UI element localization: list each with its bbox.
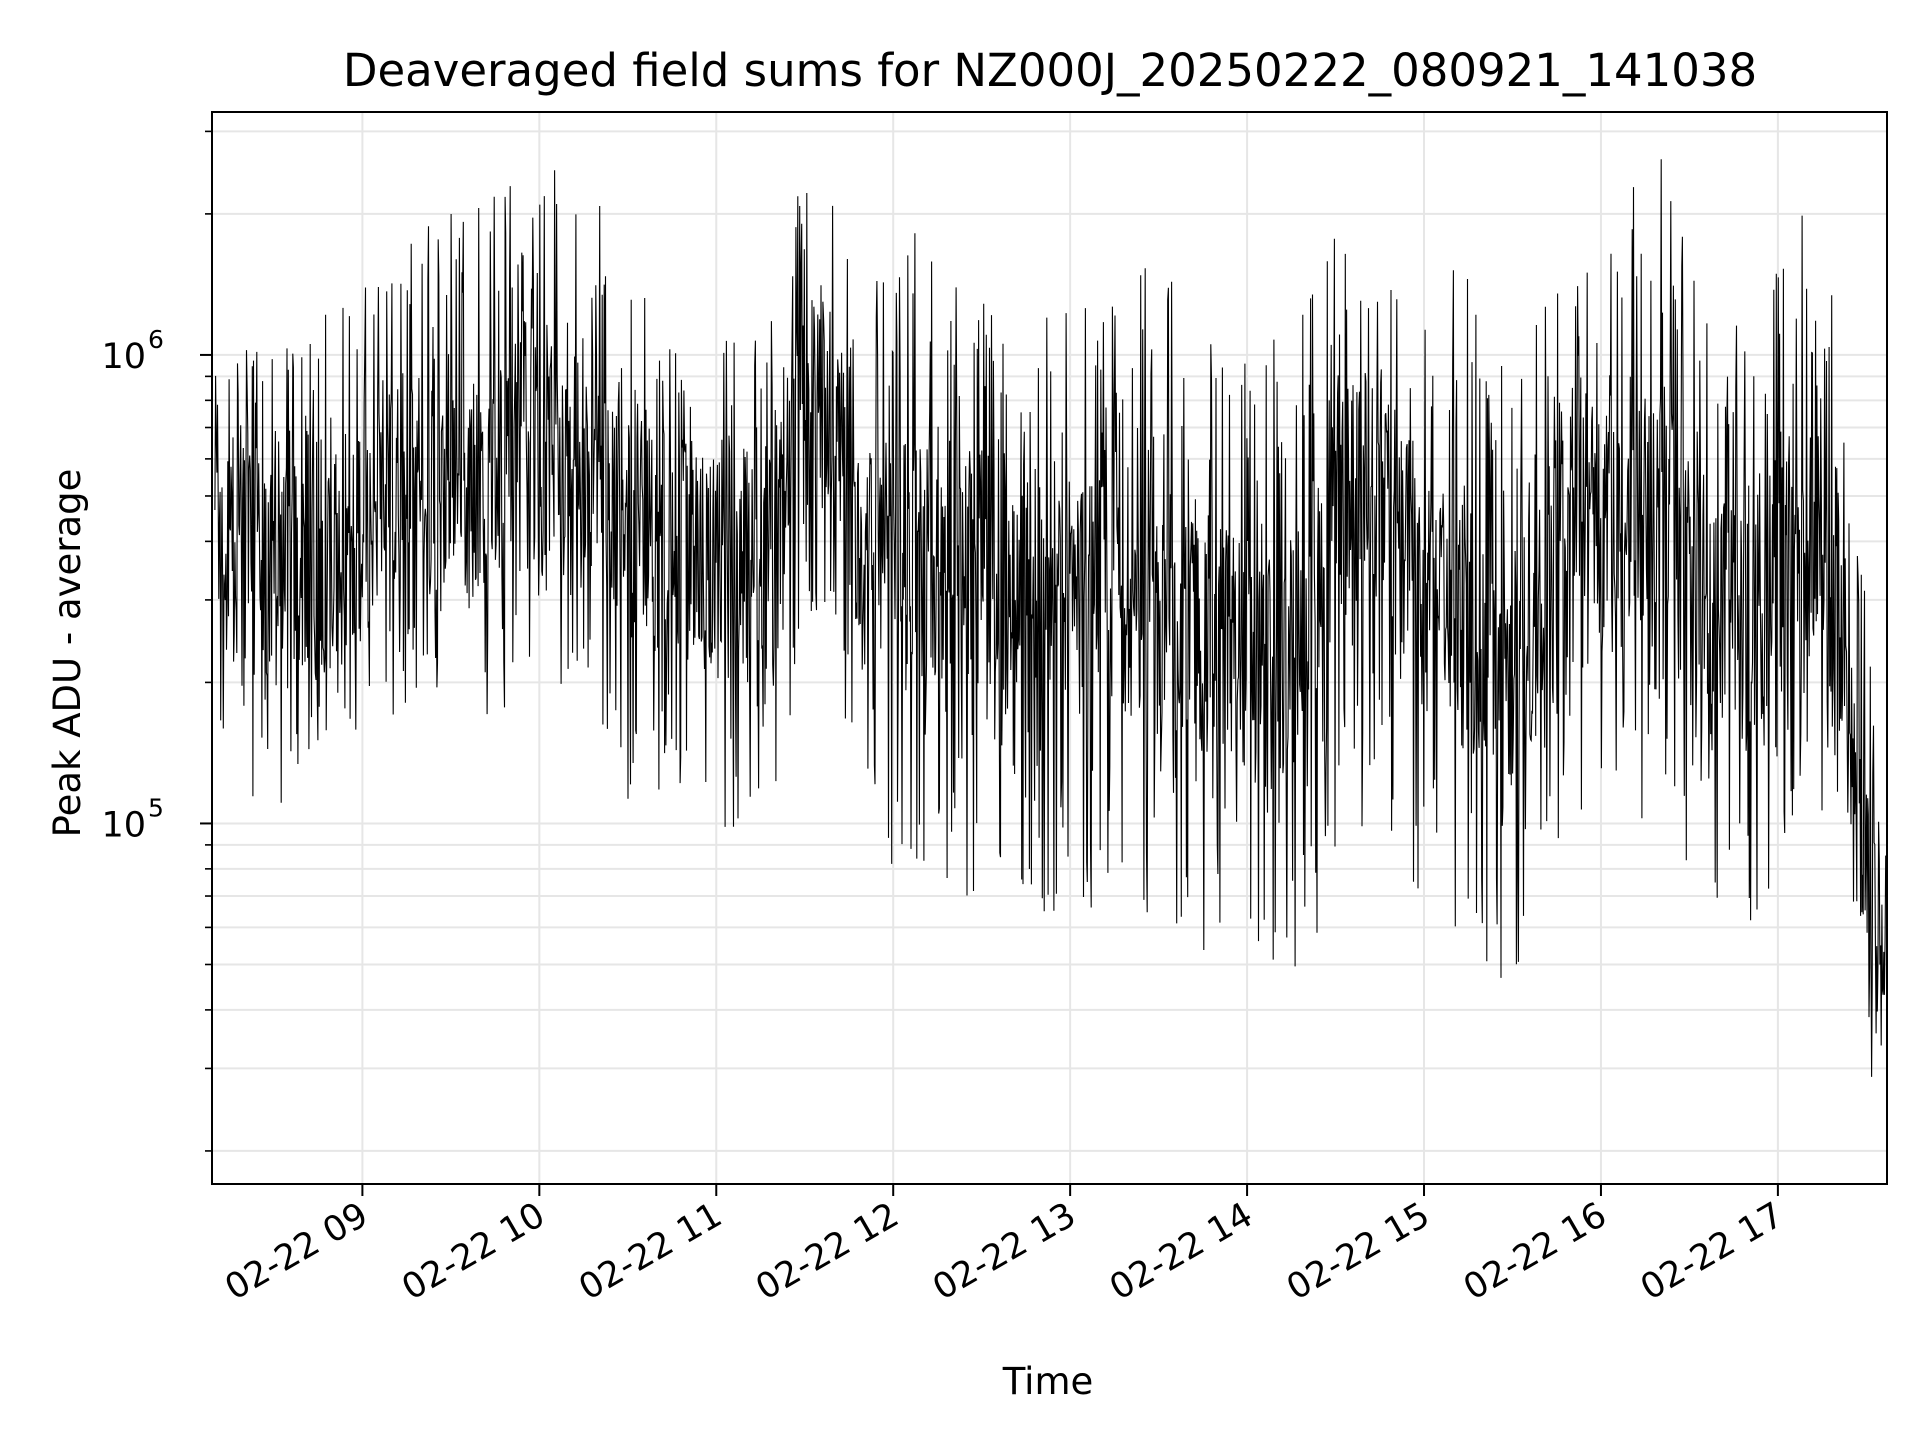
y-axis-title: Peak ADU - average: [46, 469, 89, 838]
series-line: [214, 159, 1888, 1077]
y-tick-label: 10: [101, 805, 146, 845]
x-axis-title: Time: [1002, 1360, 1094, 1403]
series-group: [214, 159, 1888, 1077]
chart-title: Deaveraged field sums for NZ000J_2025022…: [343, 44, 1757, 97]
y-tick-exponent: 6: [148, 325, 164, 354]
plot-frame: [211, 111, 1888, 1185]
y-tick-label: 10: [101, 337, 146, 377]
y-tick-exponent: 5: [148, 793, 164, 822]
